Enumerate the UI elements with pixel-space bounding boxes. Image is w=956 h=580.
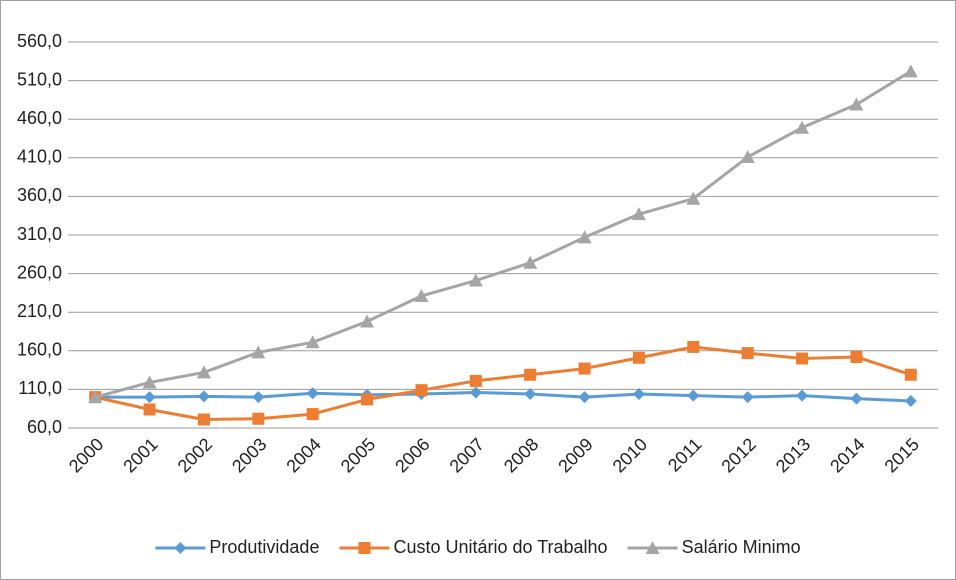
marker (524, 388, 537, 401)
legend-marker (358, 542, 371, 554)
marker (577, 230, 592, 244)
marker (796, 352, 809, 365)
marker (361, 393, 374, 406)
y-tick-label: 560,0 (17, 31, 62, 51)
marker (88, 390, 103, 404)
marker (143, 403, 156, 416)
marker (849, 97, 864, 111)
legend-label: Produtividade (209, 537, 319, 557)
marker (741, 347, 754, 360)
y-tick-label: 160,0 (17, 340, 62, 360)
marker (632, 351, 645, 364)
marker (850, 350, 863, 363)
marker (252, 391, 265, 404)
marker (631, 207, 646, 221)
marker (904, 394, 917, 407)
legend-marker (645, 541, 660, 554)
marker (305, 335, 320, 349)
legend: Produtividade Custo Unitário do Trabalho S… (155, 537, 801, 557)
marker (687, 389, 700, 402)
y-tick-label: 310,0 (17, 224, 62, 244)
marker (252, 412, 265, 425)
marker (850, 392, 863, 405)
marker (740, 150, 755, 164)
marker (414, 288, 429, 302)
series-line (95, 390, 911, 403)
y-tick-label: 510,0 (17, 69, 62, 89)
marker (415, 384, 428, 397)
legend-label: Salário Minimo (682, 537, 801, 557)
marker (523, 255, 538, 269)
marker (796, 389, 809, 402)
marker (142, 375, 157, 389)
marker (904, 368, 917, 381)
y-tick-label: 110,0 (18, 378, 62, 398)
marker (632, 388, 645, 401)
marker (903, 64, 918, 78)
marker (524, 368, 537, 381)
y-tick-label: 60,0 (27, 417, 62, 437)
marker (197, 390, 210, 403)
y-tick-label: 460,0 (17, 108, 62, 128)
y-tick-label: 210,0 (17, 301, 62, 321)
y-tick-label: 360,0 (17, 185, 62, 205)
marker (741, 391, 754, 404)
marker (468, 273, 483, 287)
legend-label: Custo Unitário do Trabalho (393, 537, 607, 557)
series-line (94, 345, 912, 422)
marker (306, 387, 319, 400)
marker (686, 191, 701, 205)
marker (469, 374, 482, 387)
marker (360, 314, 375, 328)
marker (306, 408, 319, 421)
y-tick-label: 260,0 (17, 262, 62, 282)
marker (197, 413, 210, 426)
y-tick-label: 410,0 (17, 147, 62, 167)
legend-marker (174, 542, 187, 554)
marker (251, 345, 266, 359)
marker (578, 362, 591, 375)
marker (578, 391, 591, 404)
marker (687, 340, 700, 353)
marker (469, 386, 482, 399)
series-line (94, 70, 912, 399)
marker (795, 120, 810, 134)
marker (196, 365, 211, 379)
marker (143, 391, 156, 404)
